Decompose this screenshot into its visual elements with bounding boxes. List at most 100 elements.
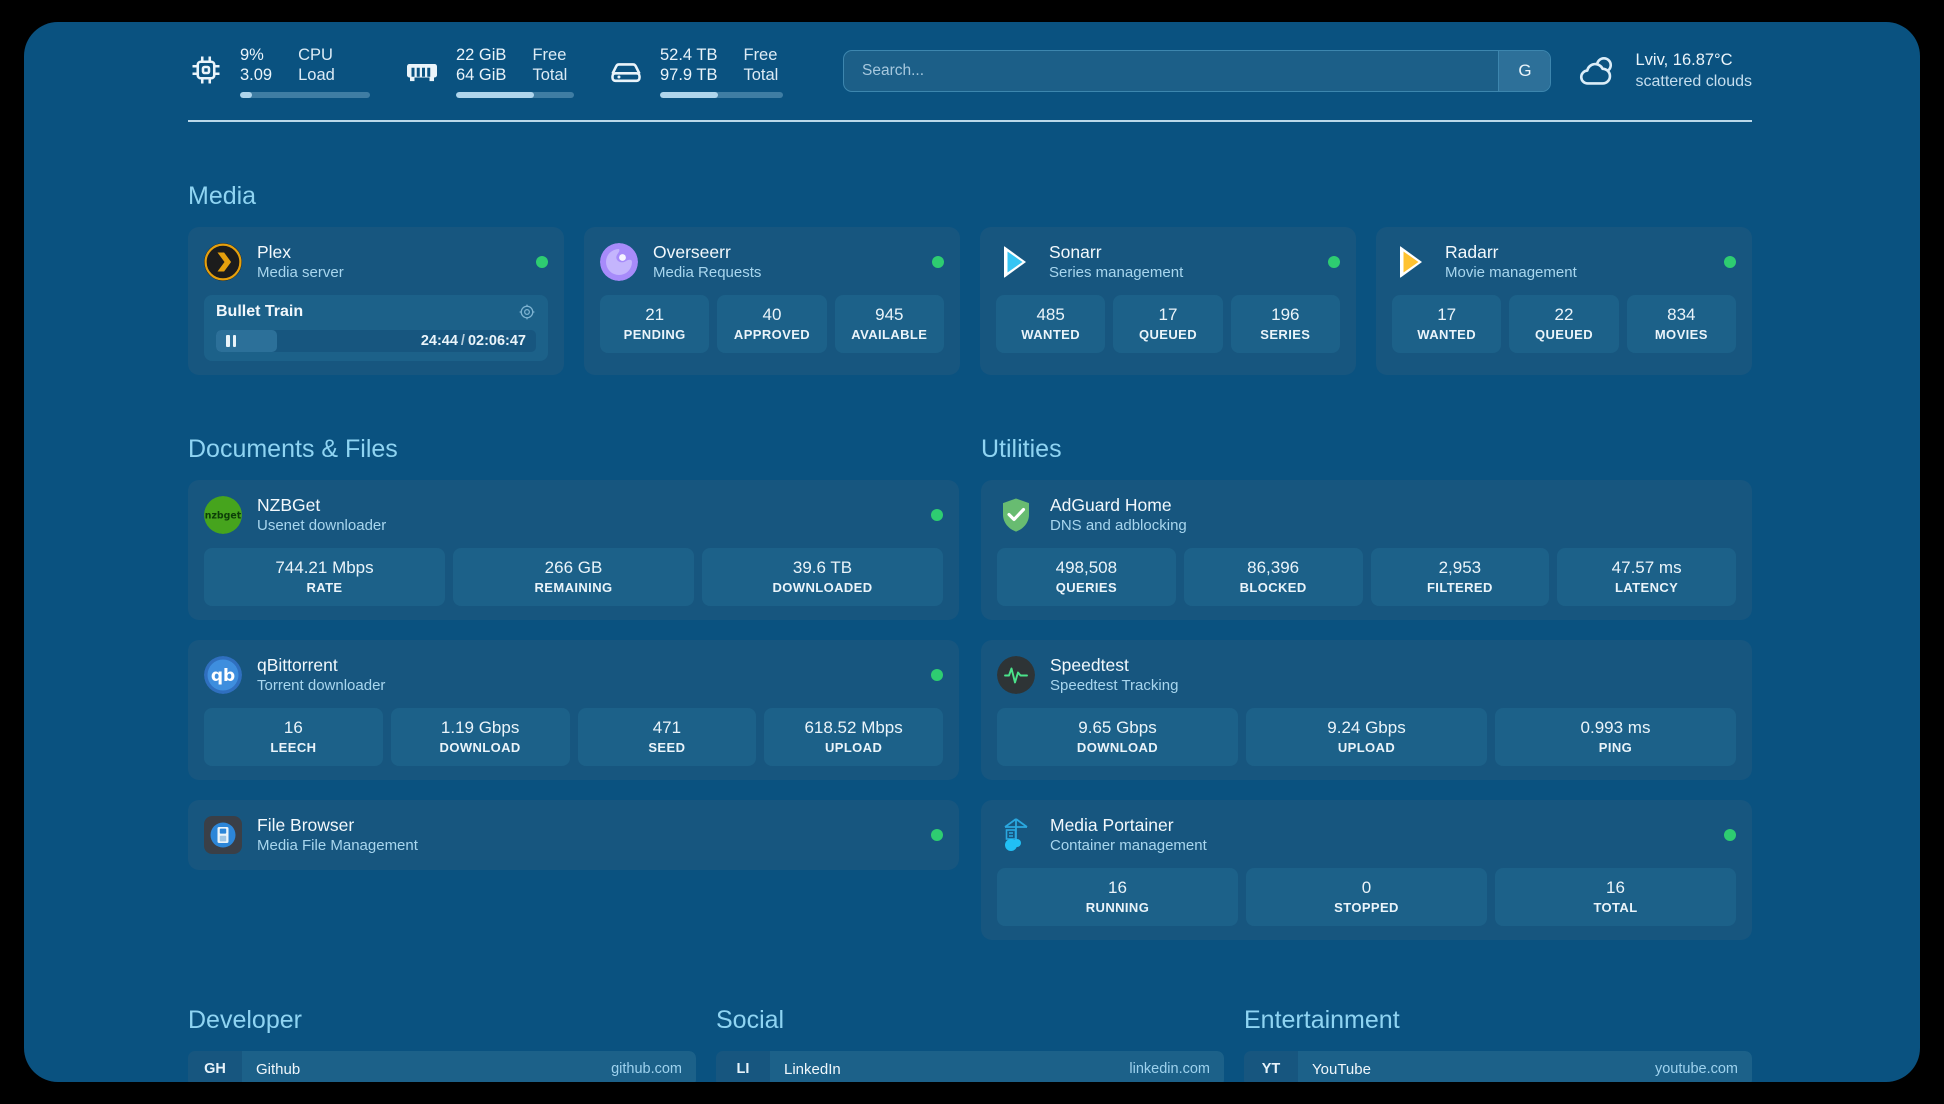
stat-value: 618.52 Mbps <box>804 718 903 737</box>
dashboard-panel: 9% 3.09 CPU Load <box>24 22 1920 1082</box>
playback-progress-fill <box>216 330 277 352</box>
stat-label: LEECH <box>270 740 317 755</box>
search-input[interactable] <box>844 51 1499 91</box>
cpu-label-top: CPU <box>298 45 333 64</box>
stat-value: 498,508 <box>1055 558 1118 577</box>
stat-value: 0.993 ms <box>1580 718 1651 737</box>
weather-location-temp: Lviv, 16.87°C <box>1635 51 1733 69</box>
stat-label: QUEUED <box>1138 327 1197 342</box>
status-indicator <box>1724 829 1736 841</box>
bookmark-name: YouTube <box>1312 1060 1371 1078</box>
bookmark-item-linkedin[interactable]: LI LinkedIn linkedin.com <box>716 1051 1224 1082</box>
playback-progress-bar[interactable]: 24:44/02:06:47 <box>216 330 536 352</box>
gear-icon[interactable] <box>518 303 536 321</box>
svg-text:qb: qb <box>211 666 235 686</box>
plex-now-playing: Bullet Train 24:44/02:06:47 <box>204 295 548 361</box>
stat-value: 834 <box>1667 305 1696 324</box>
stat-label: APPROVED <box>733 327 811 342</box>
ram-icon <box>404 52 440 88</box>
service-stats: 16 LEECH 1.19 Gbps DOWNLOAD 471 SEED <box>204 708 943 766</box>
service-card-qbittorrent[interactable]: qb qBittorrent Torrent downloader <box>188 640 959 780</box>
disk-label-top: Free <box>743 45 778 64</box>
service-name: AdGuard Home <box>1050 495 1172 515</box>
cloud-icon <box>1577 51 1619 91</box>
stat-value: 16 <box>1606 878 1625 897</box>
cpu-load-value: 3.09 <box>240 65 273 84</box>
sonarr-icon <box>996 243 1034 281</box>
stat-value: 86,396 <box>1247 558 1300 577</box>
ram-free-value: 22 GiB <box>456 45 507 64</box>
stat-value: 17 <box>1158 305 1178 324</box>
service-name: Speedtest <box>1050 655 1129 675</box>
service-subtitle: Media server <box>257 264 344 281</box>
service-stats: 744.21 Mbps RATE 266 GB REMAINING 39.6 T… <box>204 548 943 606</box>
bookmark-group-title: Entertainment <box>1244 1006 1400 1034</box>
plex-icon <box>204 243 242 281</box>
status-indicator <box>931 509 943 521</box>
disk-free-value: 52.4 TB <box>660 45 718 64</box>
stat-label: RATE <box>306 580 343 595</box>
stat-value: 744.21 Mbps <box>275 558 374 577</box>
service-card-nzbget[interactable]: nzbget NZBGet Usenet downloader 74 <box>188 480 959 620</box>
search-bar[interactable]: G <box>843 50 1552 92</box>
stat-label: AVAILABLE <box>851 327 928 342</box>
cpu-icon <box>188 52 224 88</box>
stat-tile: 9.24 Gbps UPLOAD <box>1246 708 1487 766</box>
stat-label: TOTAL <box>1593 900 1638 915</box>
service-stats: 9.65 Gbps DOWNLOAD 9.24 Gbps UPLOAD 0.99… <box>997 708 1736 766</box>
service-name: Overseerr <box>653 242 731 262</box>
service-stats: 17 WANTED 22 QUEUED 834 MOVIES <box>1392 295 1736 353</box>
stat-tile: 17 WANTED <box>1392 295 1502 353</box>
service-card-plex[interactable]: Plex Media server Bullet Train <box>188 227 564 375</box>
service-subtitle: Media Requests <box>653 264 762 281</box>
service-card-filebrowser[interactable]: File Browser Media File Management <box>188 800 959 870</box>
stat-label: STOPPED <box>1334 900 1399 915</box>
stat-label: BLOCKED <box>1239 580 1307 595</box>
bookmark-item-youtube[interactable]: YT YouTube youtube.com <box>1244 1051 1752 1082</box>
media-card-row: Plex Media server Bullet Train <box>188 227 1752 375</box>
bookmark-name: LinkedIn <box>784 1060 841 1078</box>
stat-tile: 16 LEECH <box>204 708 383 766</box>
bookmark-group-social: Social LI LinkedIn linkedin.com TW Twitt… <box>716 1006 1224 1082</box>
stat-label: MOVIES <box>1654 327 1708 342</box>
service-card-adguard[interactable]: AdGuard Home DNS and adblocking 498,508 … <box>981 480 1752 620</box>
disk-stat-group: 52.4 TB 97.9 TB Free Total <box>608 45 783 98</box>
stat-tile: 86,396 BLOCKED <box>1183 548 1363 606</box>
stat-value: 39.6 TB <box>792 558 853 577</box>
service-subtitle: Movie management <box>1445 264 1577 281</box>
service-card-speedtest[interactable]: Speedtest Speedtest Tracking 9.65 Gbps D… <box>981 640 1752 780</box>
service-card-portainer[interactable]: Media Portainer Container management 16 … <box>981 800 1752 940</box>
stat-value: 21 <box>645 305 665 324</box>
stat-label: DOWNLOAD <box>439 740 521 755</box>
section-title-media: Media <box>188 182 257 210</box>
bookmark-item-github[interactable]: GH Github github.com <box>188 1051 696 1082</box>
service-card-sonarr[interactable]: Sonarr Series management 485 WANTED 17 Q… <box>980 227 1356 375</box>
stat-tile: 266 GB REMAINING <box>453 548 694 606</box>
stat-label: UPLOAD <box>824 740 883 755</box>
cpu-label-bottom: Load <box>298 65 335 84</box>
overseerr-icon <box>600 243 638 281</box>
stat-label: RUNNING <box>1085 900 1150 915</box>
pause-icon[interactable] <box>226 335 236 347</box>
bookmark-group-entertainment: Entertainment YT YouTube youtube.com NF … <box>1244 1006 1752 1082</box>
stat-value: 9.65 Gbps <box>1078 718 1157 737</box>
documents-column: Documents & Files nzbget NZBGet <box>188 375 959 940</box>
stat-tile: 17 QUEUED <box>1113 295 1223 353</box>
portainer-icon <box>997 816 1035 854</box>
service-card-radarr[interactable]: Radarr Movie management 17 WANTED 22 QUE… <box>1376 227 1752 375</box>
stat-label: REMAINING <box>534 580 613 595</box>
stat-value: 0 <box>1361 878 1372 897</box>
stat-value: 196 <box>1271 305 1300 324</box>
stat-value: 17 <box>1437 305 1457 324</box>
search-engine-button[interactable]: G <box>1498 51 1551 91</box>
nzbget-icon: nzbget <box>204 496 242 534</box>
stat-label: PENDING <box>623 327 686 342</box>
stat-label: QUERIES <box>1055 580 1118 595</box>
stat-value: 2,953 <box>1438 558 1482 577</box>
service-subtitle: Speedtest Tracking <box>1050 677 1179 694</box>
stat-value: 47.57 ms <box>1611 558 1682 577</box>
stat-tile: 9.65 Gbps DOWNLOAD <box>997 708 1238 766</box>
cpu-progress-bar <box>240 91 370 98</box>
bookmark-abbr: YT <box>1244 1051 1298 1082</box>
service-card-overseerr[interactable]: Overseerr Media Requests 21 PENDING 40 A… <box>584 227 960 375</box>
